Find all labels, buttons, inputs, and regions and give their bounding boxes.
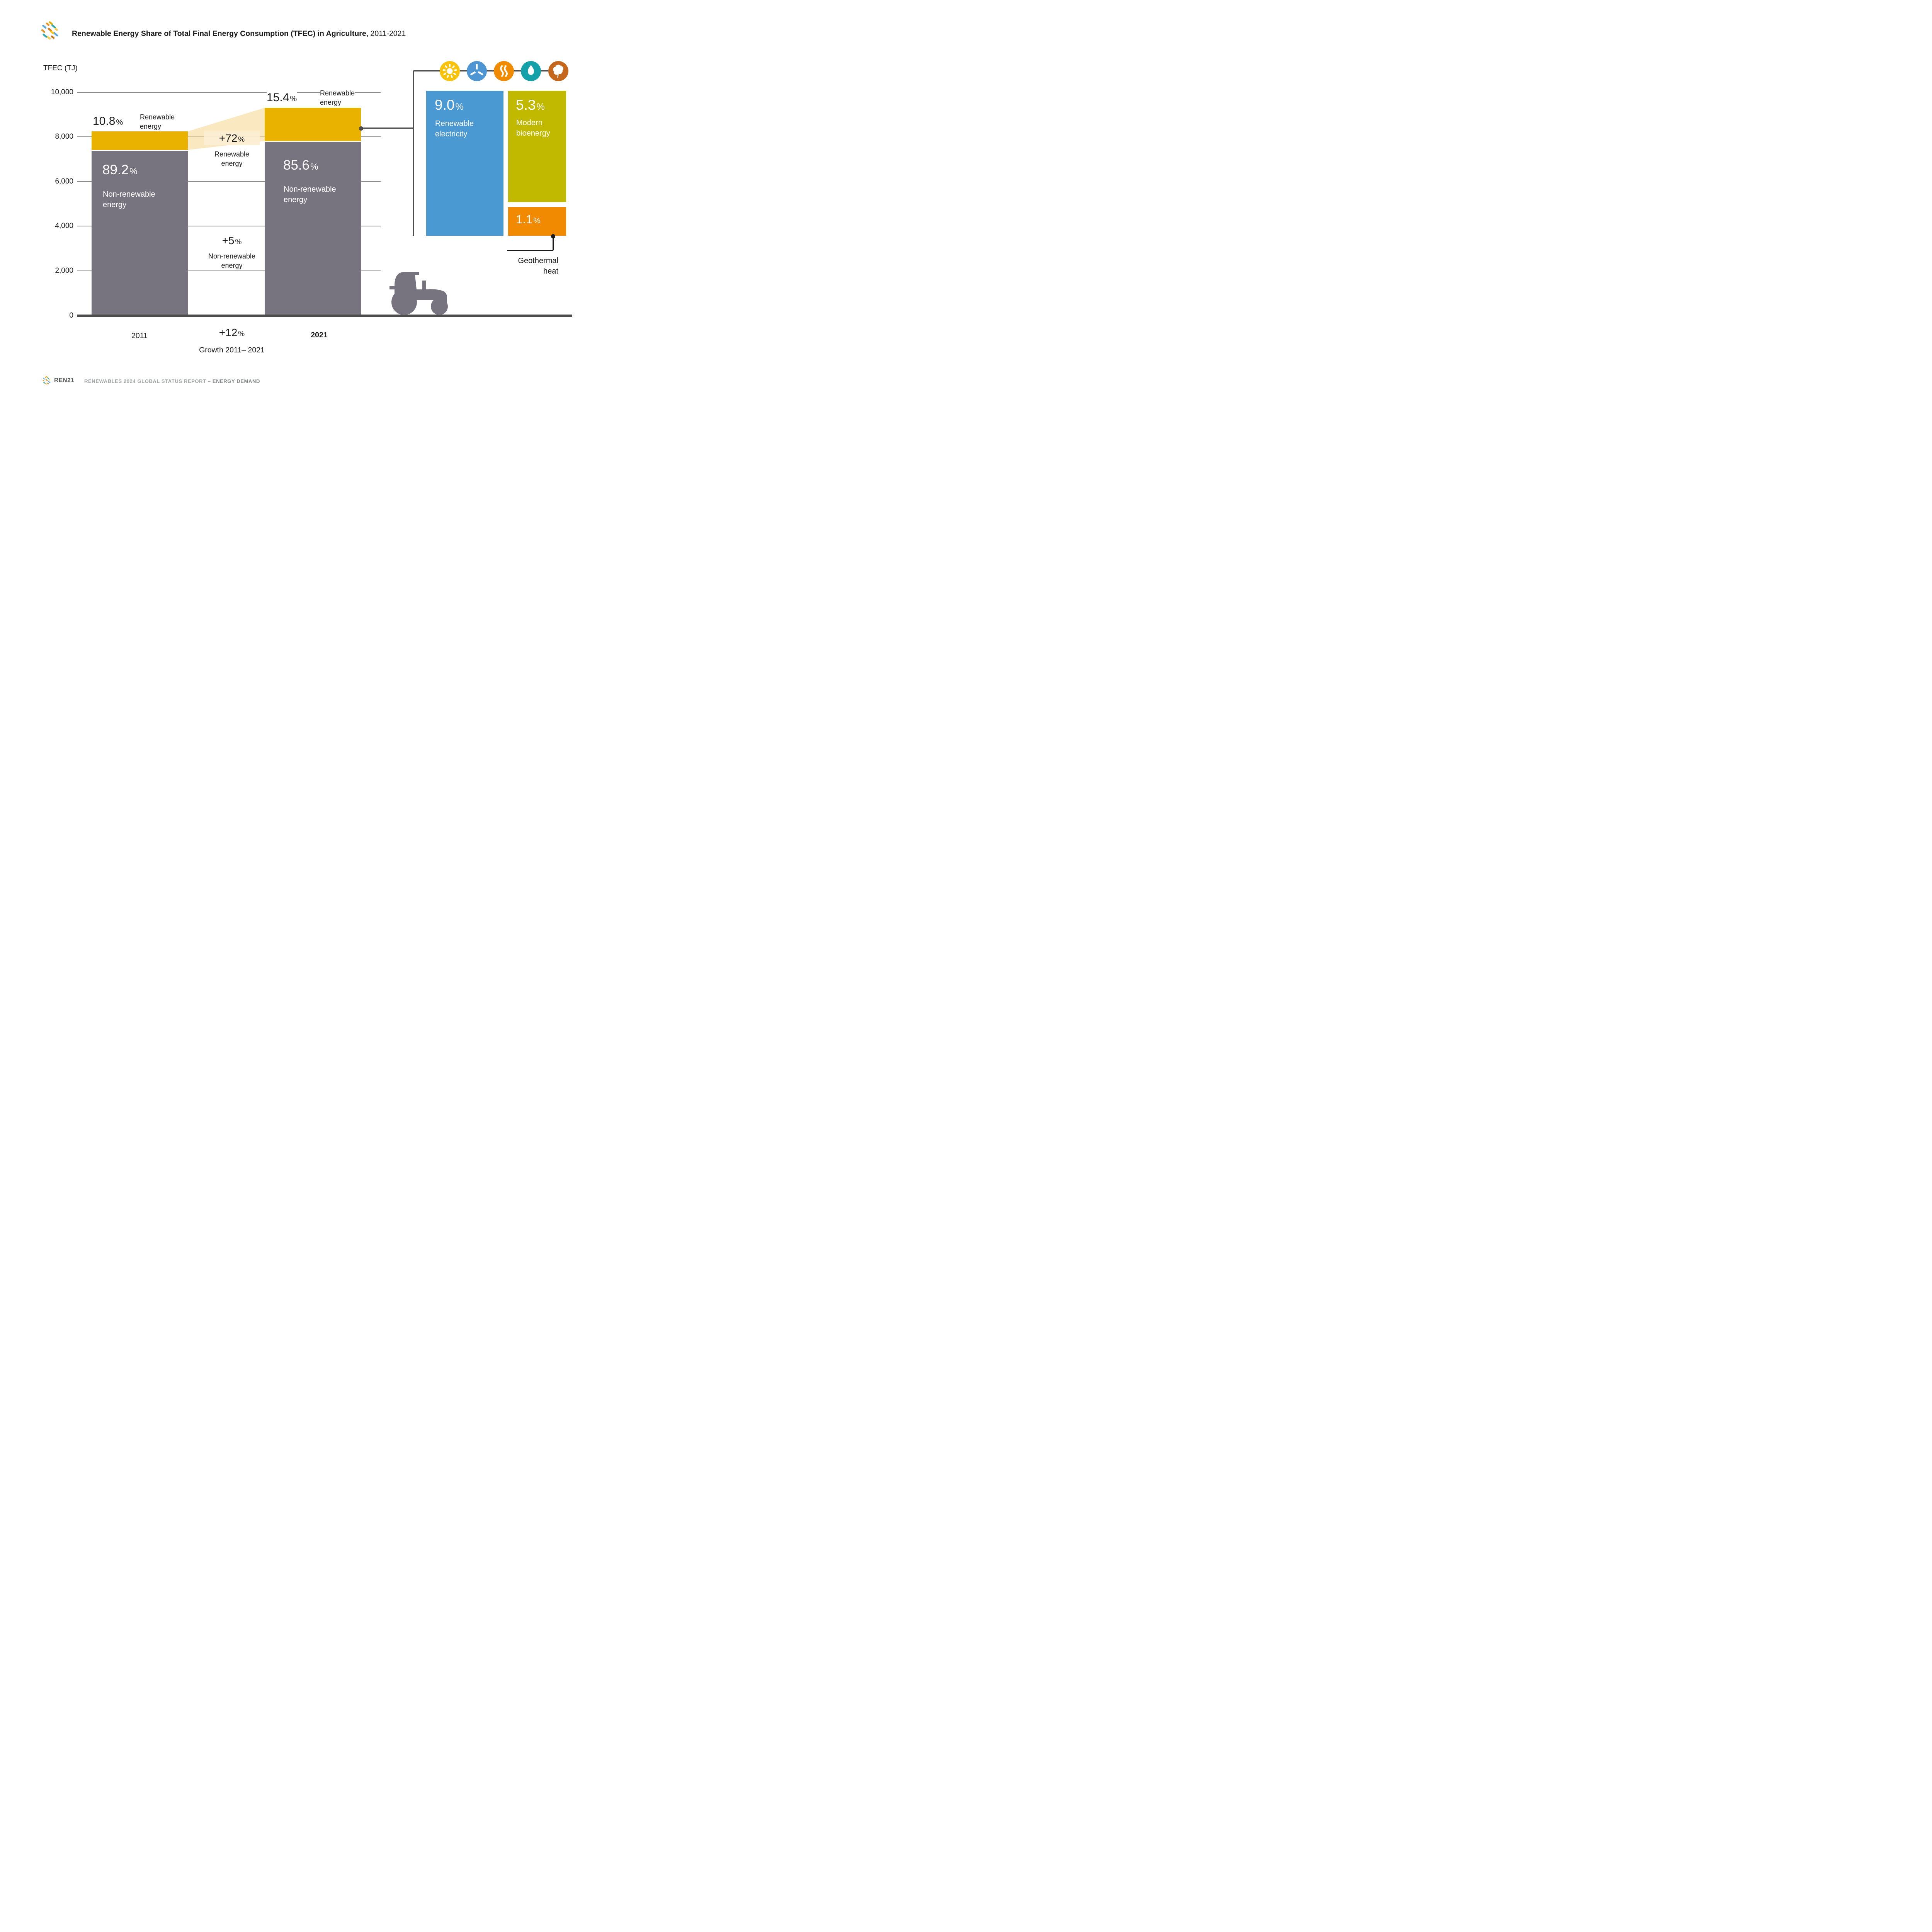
geothermal-heat-box: 1.1% (508, 207, 566, 236)
share-2011-nonrenewable-value: 89.2% (102, 162, 138, 177)
infographic-canvas: Renewable Energy Share of Total Final En… (0, 0, 584, 393)
water-drop-icon (521, 61, 541, 81)
bar-2021-nonrenewable-segment (265, 142, 361, 315)
modern-bioenergy-box: 5.3% Modern bioenergy (508, 91, 566, 202)
modern-bioenergy-label: Modern bioenergy (516, 119, 550, 138)
gridline-10000 (77, 92, 381, 93)
heat-icon (494, 61, 514, 81)
connector-line-horizontal (361, 127, 414, 129)
year-label-2021: 2021 (311, 331, 328, 339)
chart-title-main: Renewable Energy Share of Total Final En… (72, 29, 369, 38)
renewable-electricity-label: Renewable electricity (435, 119, 474, 138)
ren21-logo-mark-icon (41, 21, 58, 40)
growth-renewable-label: Renewable energy (214, 150, 250, 167)
geothermal-connector-horizontal (507, 250, 553, 251)
bar-2011-nonrenewable-segment (92, 151, 188, 315)
x-axis-baseline (77, 315, 572, 317)
share-2011-nonrenewable-label: Non-renewable energy (103, 190, 155, 209)
chart-title-period: 2011-2021 (368, 29, 406, 38)
gridline-6000 (77, 181, 381, 182)
y-axis-title: TFEC (TJ) (43, 64, 78, 72)
footer-report-title: RENEWABLES 2024 GLOBAL STATUS REPORT – E… (84, 378, 260, 384)
y-tick-label: 6,000 (55, 177, 73, 185)
connector-dot (359, 126, 363, 131)
geothermal-connector-vertical (552, 236, 554, 250)
sun-icon (440, 61, 460, 81)
geothermal-heat-value: 1.1% (516, 213, 541, 226)
y-tick-label: 10,000 (51, 88, 73, 96)
growth-total-label: Growth 2011– 2021 (199, 346, 265, 354)
y-tick-label: 8,000 (55, 133, 73, 141)
chart-title: Renewable Energy Share of Total Final En… (72, 29, 406, 38)
wind-turbine-icon (467, 61, 487, 81)
gridline-2000 (77, 270, 381, 271)
bar-2021-renewable-segment (265, 108, 361, 141)
bar-2011-renewable-segment (92, 131, 188, 150)
geothermal-connector-dot (551, 234, 555, 238)
y-tick-label: 2,000 (55, 267, 73, 275)
geothermal-heat-label: Geothermal heat (518, 257, 559, 276)
share-2021-renewable-value: 15.4% (267, 91, 297, 104)
renewable-electricity-box: 9.0% Renewable electricity (426, 91, 503, 236)
year-label-2011: 2011 (131, 332, 148, 340)
ren21-footer-logo-icon (43, 376, 51, 385)
modern-bioenergy-value: 5.3% (516, 97, 545, 113)
connector-line-vertical (413, 71, 414, 236)
renewable-electricity-value: 9.0% (435, 97, 464, 113)
share-2021-renewable-label: Renewable energy (320, 89, 355, 107)
share-2011-renewable-label: Renewable energy (140, 113, 175, 130)
y-tick-label: 4,000 (55, 222, 73, 230)
share-2011-renewable-value: 10.8% (93, 115, 123, 128)
growth-renewable-value: +72% (204, 131, 260, 145)
tractor-icon (389, 272, 448, 315)
y-tick-label: 0 (69, 311, 73, 320)
growth-nonrenewable-label: Non-renewable energy (208, 252, 256, 269)
biomass-leaf-icon (548, 61, 568, 81)
footer-brand: REN21 (54, 377, 75, 384)
growth-nonrenewable-value: +5% (222, 235, 242, 247)
footer-report-section: ENERGY DEMAND (212, 378, 260, 384)
growth-total-value: +12% (219, 327, 245, 338)
share-2021-nonrenewable-label: Non-renewable energy (284, 185, 336, 204)
share-2021-nonrenewable-value: 85.6% (283, 158, 318, 173)
